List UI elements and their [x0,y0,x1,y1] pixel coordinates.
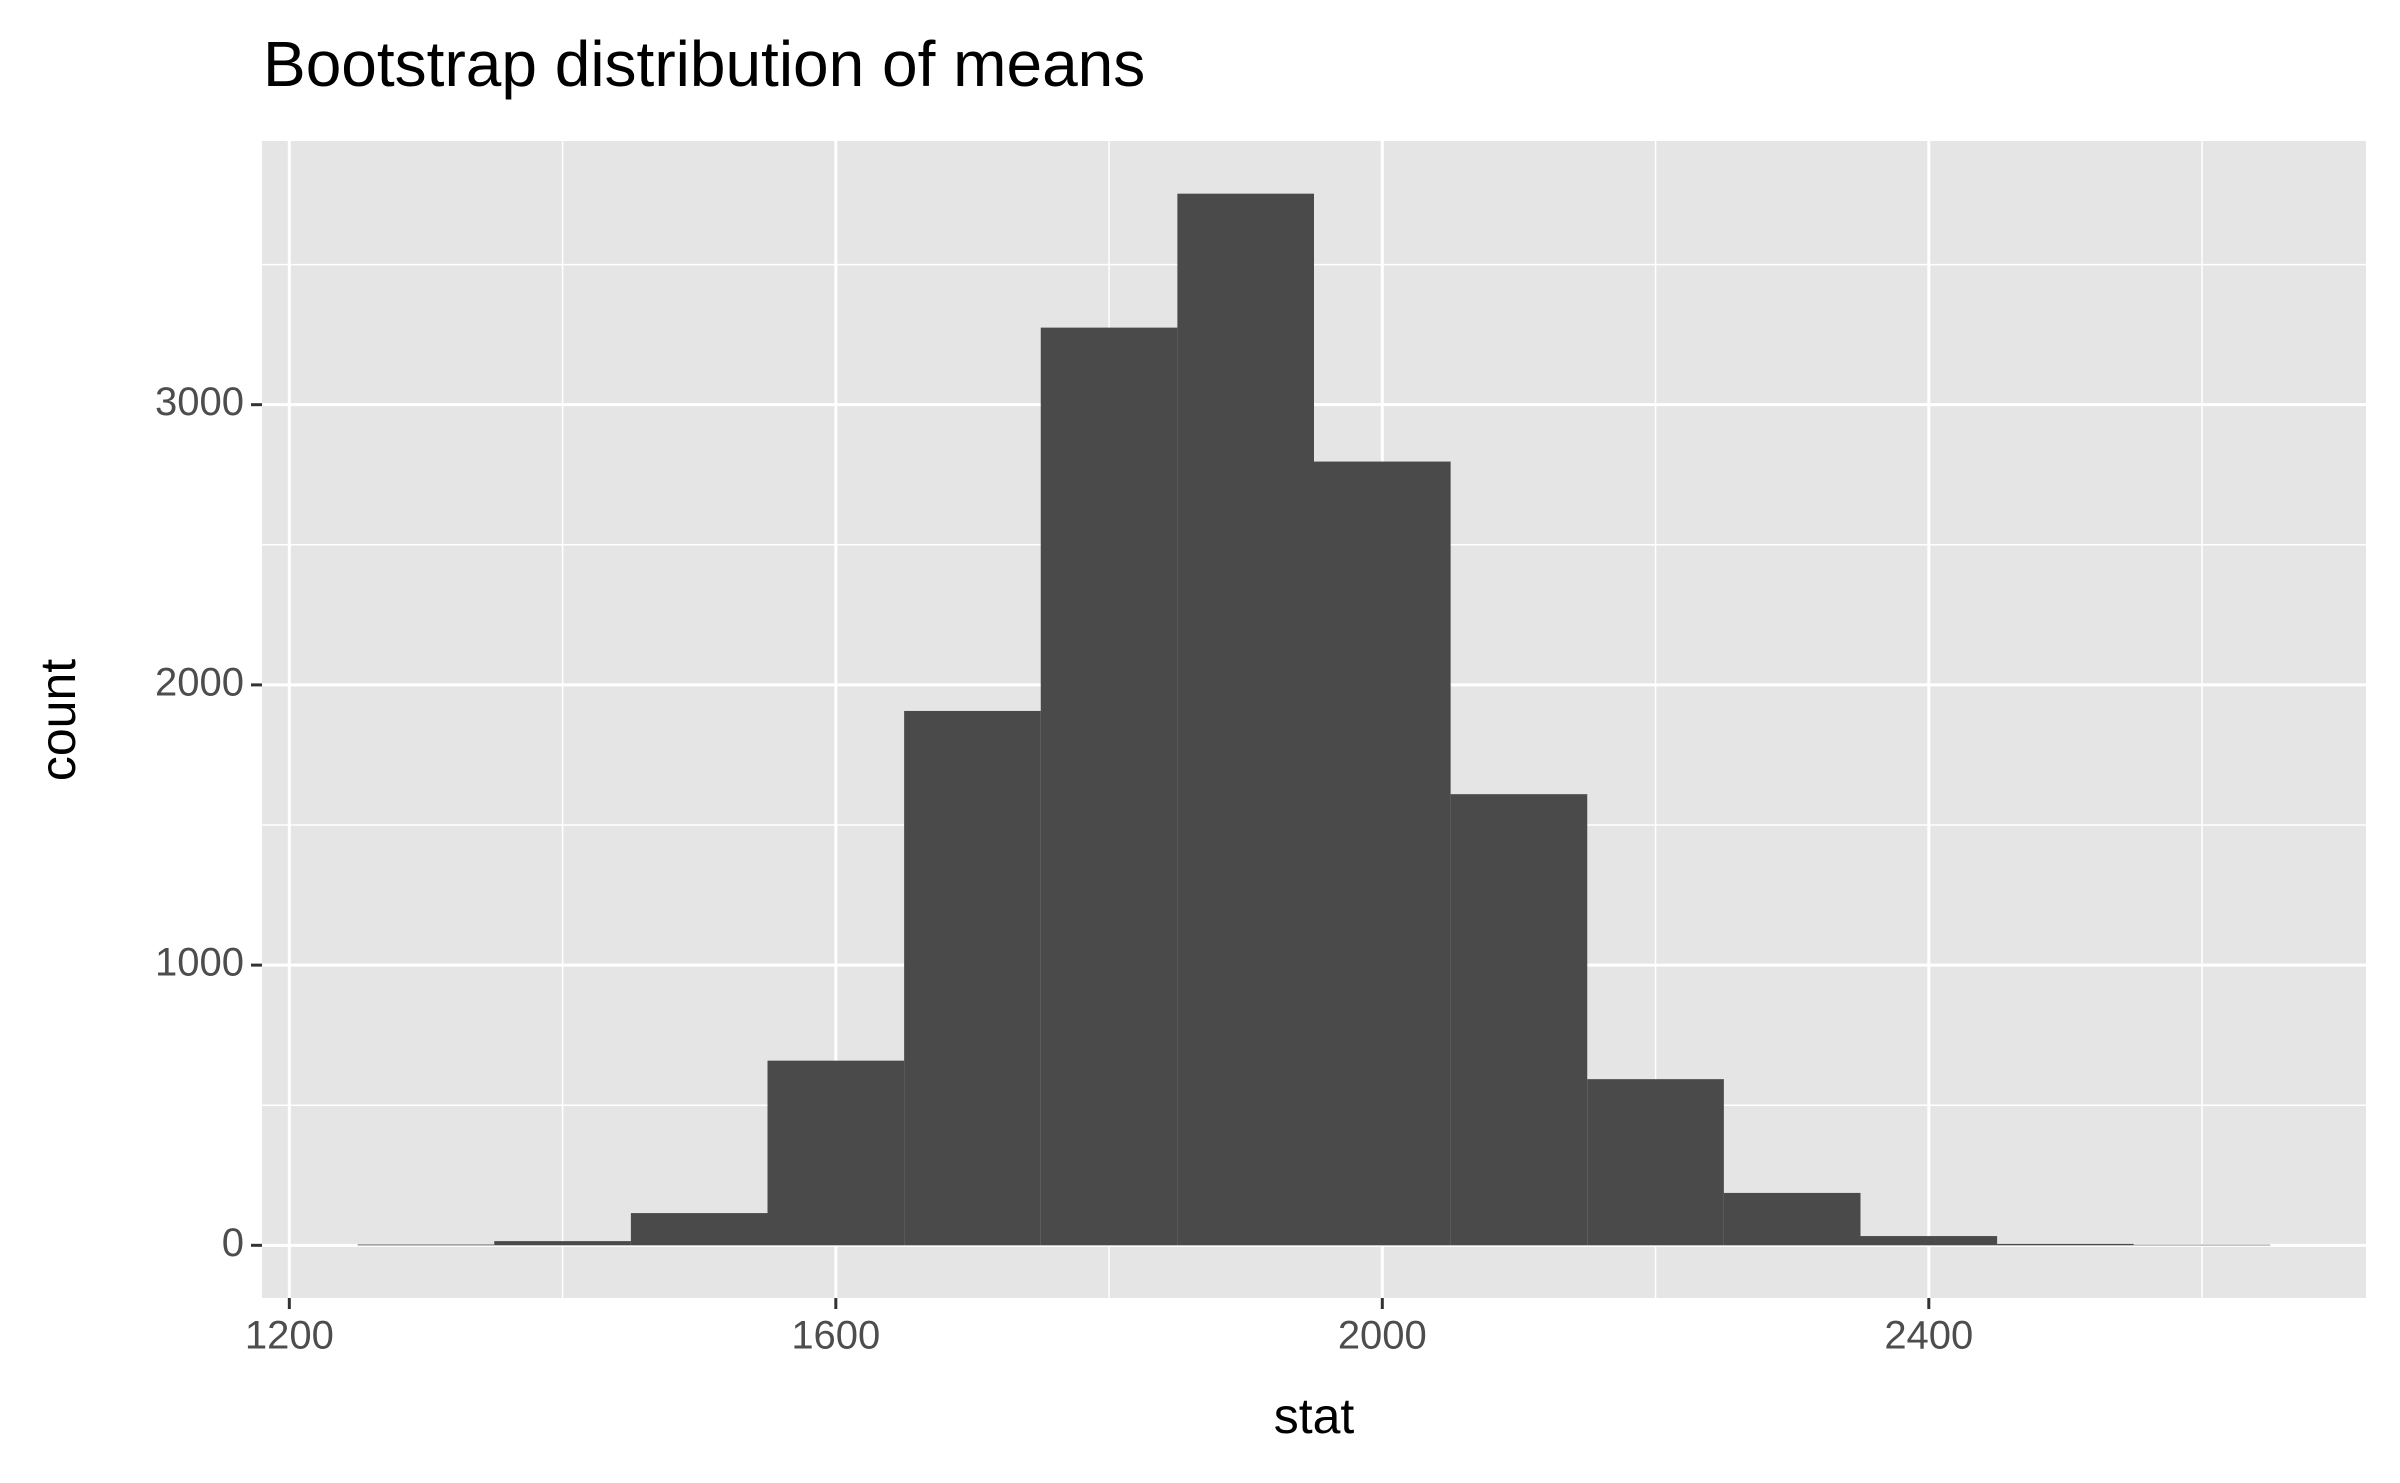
bar [357,1244,495,1246]
bar [630,1213,768,1246]
x-tick-label: 1200 [245,1314,334,1358]
bar [1723,1192,1861,1246]
bar [767,1060,905,1246]
x-tick-label: 2000 [1338,1314,1427,1358]
y-tick-label: 1000 [155,941,244,985]
bar [2133,1244,2271,1246]
bar [904,710,1041,1246]
x-axis-title: stat [1274,1388,1355,1444]
bar [1450,794,1588,1246]
y-tick-label: 2000 [155,660,244,704]
y-tick-label: 3000 [155,380,244,424]
bar [1040,327,1178,1246]
bar [1860,1236,1998,1246]
bar [494,1241,631,1246]
chart-title: Bootstrap distribution of means [263,28,1145,100]
y-tick-label: 0 [222,1221,244,1265]
bar [1997,1243,2134,1246]
bar [1587,1079,1724,1246]
y-axis-title: count [30,659,86,781]
x-tick-label: 1600 [791,1314,880,1358]
bar [1314,461,1451,1246]
x-tick-label: 2400 [1884,1314,1973,1358]
bar [1177,193,1314,1246]
